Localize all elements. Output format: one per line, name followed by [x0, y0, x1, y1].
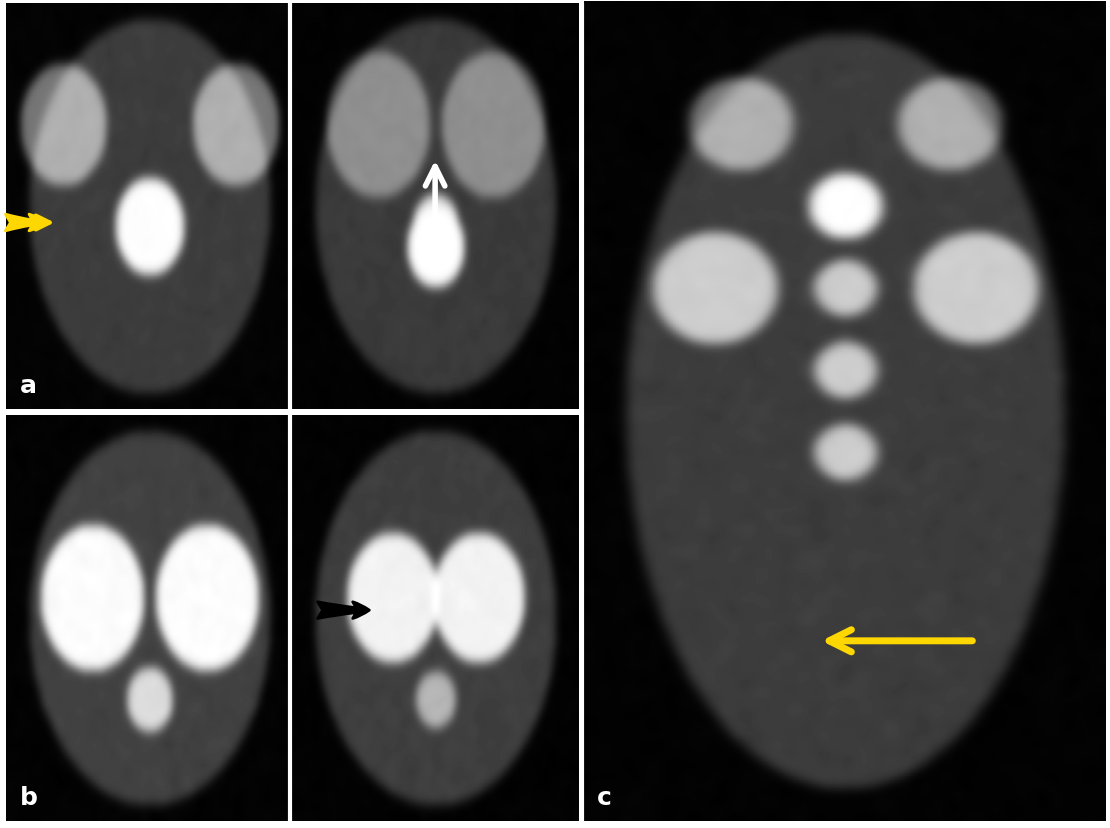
Text: b: b — [20, 785, 38, 809]
Text: a: a — [20, 373, 37, 397]
Text: c: c — [597, 785, 612, 809]
